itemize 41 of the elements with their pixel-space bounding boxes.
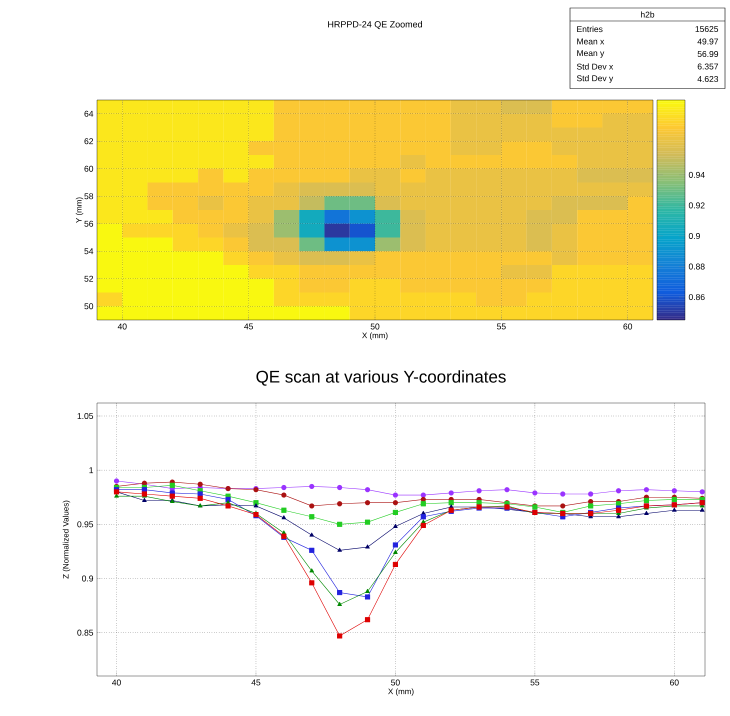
- y-tick-label: 56: [84, 220, 94, 227]
- x-tick-label: 60: [670, 680, 679, 686]
- x-tick-label: 50: [370, 324, 380, 330]
- x-tick-label: 45: [244, 324, 253, 330]
- color-bar-label: 0.94: [688, 172, 705, 178]
- y-tick-label: 1.05: [78, 413, 94, 419]
- y-tick-label: 50: [84, 303, 94, 310]
- y-tick-label: 52: [84, 276, 94, 282]
- text: 15625: [696, 26, 718, 32]
- y-tick-label: 60: [84, 166, 94, 172]
- y-tick-label: 54: [84, 248, 94, 254]
- x-tick-label: 50: [391, 680, 400, 686]
- y-tick-label: 58: [84, 193, 94, 200]
- y-tick-label: 64: [84, 110, 94, 117]
- y-tick-label: 1: [89, 467, 94, 474]
- x-tick-label: 45: [251, 680, 260, 686]
- text: Std Dev x: [576, 63, 614, 70]
- y-tick-label: 0.9: [82, 576, 94, 582]
- x-tick-label: 55: [530, 680, 540, 686]
- color-bar-label: 0.9: [688, 232, 700, 239]
- y-tick-label: 0.85: [77, 630, 94, 636]
- text: Std Dev y: [576, 75, 614, 83]
- chart-title: QE scan at various Y-coordinates: [256, 370, 506, 386]
- text: h2b: [641, 11, 654, 18]
- text: 6.357: [698, 64, 718, 70]
- x-tick-label: 40: [112, 680, 121, 686]
- y-tick-label: 0.95: [77, 521, 94, 528]
- x-tick-label: 40: [118, 324, 127, 330]
- x-tick-label: 55: [497, 324, 506, 330]
- color-bar-label: 0.88: [688, 264, 705, 270]
- text: Mean y: [577, 50, 604, 58]
- color-bar-label: 0.92: [688, 202, 705, 208]
- chart-title: HRPPD-24 QE Zoomed: [328, 20, 422, 30]
- text: Entries: [577, 26, 603, 32]
- text: 49.97: [697, 38, 718, 44]
- x-tick-label: 60: [623, 324, 632, 330]
- text: 56.99: [698, 51, 718, 57]
- text: Mean x: [577, 38, 604, 44]
- color-bar-label: 0.86: [688, 294, 705, 300]
- text: 4.623: [697, 76, 718, 82]
- y-tick-label: 62: [84, 138, 94, 144]
